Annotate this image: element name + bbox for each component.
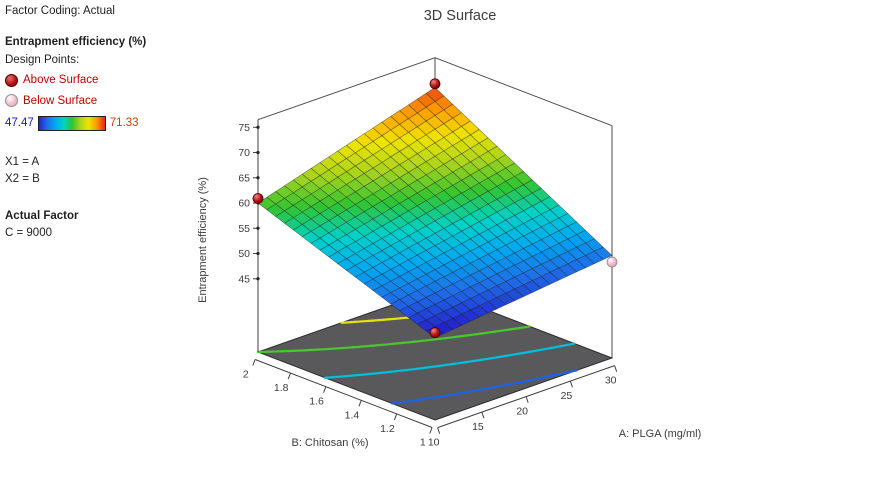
a-axis-title: A: PLGA (mg/ml) — [619, 428, 702, 440]
b-axis-title: B: Chitosan (%) — [291, 437, 368, 449]
svg-text:1.4: 1.4 — [345, 409, 360, 421]
svg-text:55: 55 — [238, 223, 250, 235]
svg-text:1.2: 1.2 — [380, 423, 395, 435]
actual-factor-heading: Actual Factor — [5, 209, 79, 222]
x2-factor-label: X2 = B — [5, 173, 40, 186]
chart-title: 3D Surface — [423, 8, 497, 24]
legend-above-surface: Above Surface — [5, 73, 205, 87]
svg-text:2: 2 — [243, 369, 249, 381]
surface-mesh — [257, 87, 613, 338]
below-surface-label: Below Surface — [23, 94, 98, 107]
design-point-above-surface — [429, 327, 441, 339]
design-point-above-surface — [252, 193, 264, 204]
svg-text:30: 30 — [605, 375, 617, 387]
response-label: Entrapment efficiency (%) — [5, 36, 147, 49]
z-axis-title: Entrapment efficiency (%) — [197, 177, 209, 303]
svg-text:1.6: 1.6 — [309, 396, 324, 408]
b-axis: 1 1.2 1.4 1.6 1.8 2 B: Chitosan (%) — [243, 359, 433, 449]
svg-text:20: 20 — [516, 406, 528, 418]
svg-text:70: 70 — [238, 147, 250, 159]
above-surface-point-icon — [5, 73, 18, 87]
x1-factor-label: X1 = A — [5, 155, 40, 168]
color-scale: 47.47 71.33 — [5, 115, 205, 131]
design-points — [252, 78, 618, 339]
scale-min-value: 47.47 — [5, 117, 34, 130]
svg-text:60: 60 — [238, 198, 250, 210]
color-scale-bar — [37, 115, 106, 131]
scale-max-value: 71.33 — [109, 117, 139, 130]
a-axis: 10 15 20 25 30 A: PLGA (mg/ml) — [428, 365, 702, 449]
svg-text:75: 75 — [238, 122, 250, 134]
z-axis: 45 50 55 60 65 70 75 Entrapment efficiency (%) — [197, 119, 260, 352]
design-point-above-surface — [429, 78, 441, 90]
svg-text:50: 50 — [238, 248, 250, 260]
svg-text:10: 10 — [428, 437, 440, 449]
svg-text:1.8: 1.8 — [274, 382, 289, 394]
legend-below-surface: Below Surface — [5, 94, 205, 108]
design-point-below-surface — [606, 256, 618, 268]
legend-panel: Factor Coding: Actual Entrapment efficie… — [5, 4, 205, 243]
below-surface-point-icon — [5, 94, 18, 108]
svg-text:25: 25 — [561, 390, 573, 402]
svg-text:1: 1 — [420, 437, 426, 449]
svg-text:15: 15 — [472, 421, 484, 433]
svg-text:65: 65 — [238, 172, 250, 184]
design-points-label: Design Points: — [5, 53, 80, 66]
factor-coding-label: Factor Coding: Actual — [5, 5, 115, 17]
actual-factor-value: C = 9000 — [5, 227, 52, 239]
above-surface-label: Above Surface — [23, 74, 99, 87]
svg-text:45: 45 — [238, 273, 250, 285]
